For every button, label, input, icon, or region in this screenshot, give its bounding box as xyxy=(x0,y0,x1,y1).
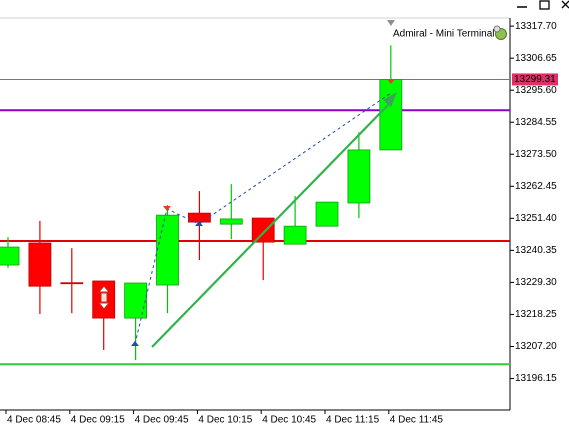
buy-arrow xyxy=(131,341,139,346)
y-tick-label: 13218.25 xyxy=(515,309,557,320)
x-tick-label: 4 Dec 08:45 xyxy=(7,415,61,426)
sell-arrow xyxy=(163,206,171,211)
price-label: 13299.31 xyxy=(514,74,556,85)
sell-arrow xyxy=(387,79,395,84)
candle-body xyxy=(347,149,371,204)
x-tick-label: 4 Dec 09:45 xyxy=(135,415,189,426)
candle-body xyxy=(0,246,20,266)
candle-body xyxy=(156,214,179,286)
candle-body xyxy=(219,218,243,225)
terminal-label: Admiral - Mini Terminal xyxy=(393,29,495,40)
x-tick-label: 4 Dec 11:45 xyxy=(390,415,444,426)
y-tick-label: 13273.50 xyxy=(515,149,557,160)
trade-icon xyxy=(97,285,111,310)
x-tick-label: 4 Dec 10:45 xyxy=(262,415,316,426)
y-tick-label: 13251.40 xyxy=(515,213,557,224)
close-button[interactable] xyxy=(561,0,569,9)
candle-body xyxy=(283,225,307,245)
candle-body xyxy=(187,212,211,223)
candle-body xyxy=(60,282,84,285)
buy-arrow xyxy=(195,221,203,226)
trend-line xyxy=(151,102,391,348)
y-tick-label: 13196.15 xyxy=(515,373,557,384)
y-tick-label: 13284.55 xyxy=(515,117,557,128)
y-tick-label: 13295.60 xyxy=(515,85,557,96)
maximize-button[interactable] xyxy=(539,0,550,10)
y-tick-label: 13207.20 xyxy=(515,341,557,352)
candle-body xyxy=(124,282,147,319)
y-tick-label: 13229.30 xyxy=(515,277,557,288)
candle-body xyxy=(251,217,275,243)
y-tick-label: 13262.45 xyxy=(515,181,557,192)
period-marker xyxy=(387,20,395,26)
price-label-box xyxy=(512,73,558,86)
y-tick-label: 13317.70 xyxy=(515,21,557,32)
y-tick-label: 13306.65 xyxy=(515,53,557,64)
y-tick-label: 13240.35 xyxy=(515,245,557,256)
x-tick-label: 4 Dec 10:15 xyxy=(198,415,252,426)
x-tick-label: 4 Dec 11:15 xyxy=(326,415,380,426)
x-tick-label: 4 Dec 09:15 xyxy=(71,415,125,426)
candle-body xyxy=(315,201,339,227)
candle-body xyxy=(379,79,403,151)
trend-arrow xyxy=(383,92,397,107)
candle-body xyxy=(28,242,52,287)
terminal-icon xyxy=(493,25,507,40)
trade-history-line xyxy=(134,92,392,345)
